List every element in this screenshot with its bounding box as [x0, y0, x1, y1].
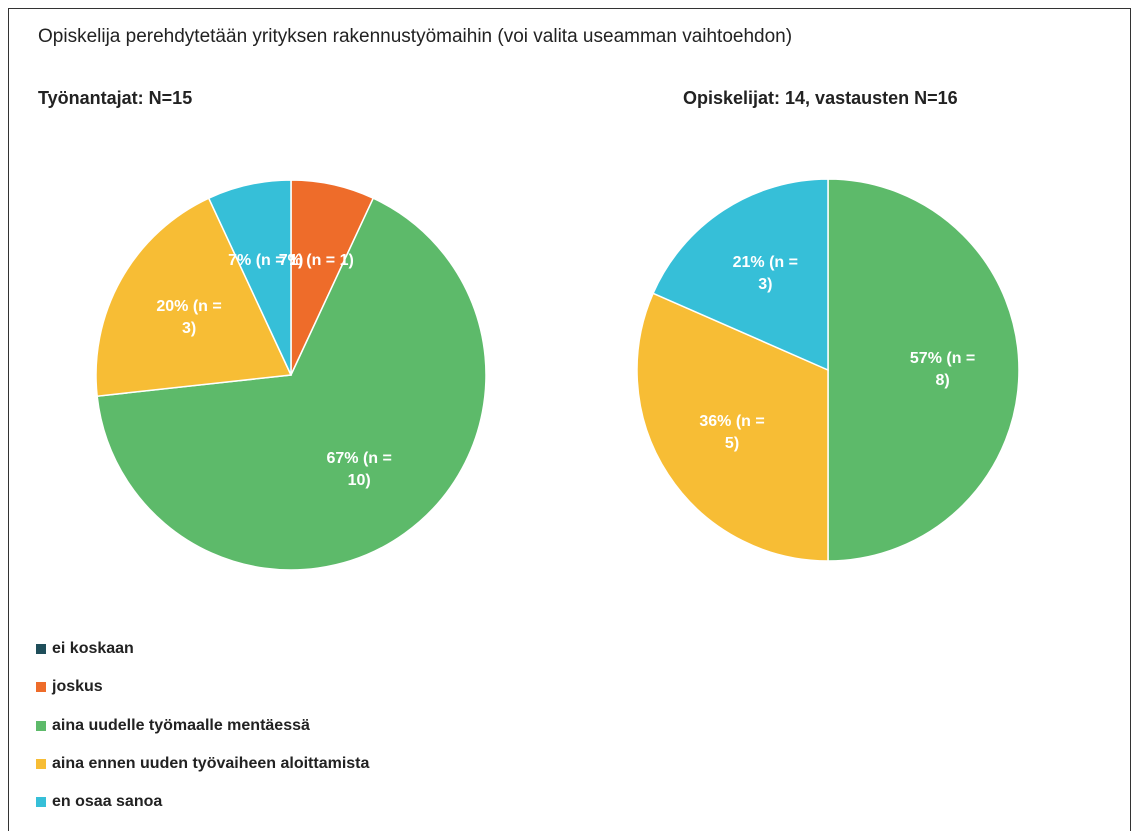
legend-swatch — [36, 797, 46, 808]
pie-slice — [207, 179, 292, 376]
data-label: 57% (n = 8) — [909, 350, 976, 389]
legend-item: joskus — [36, 678, 103, 696]
legend-label: aina uudelle työmaalle mentäessä — [52, 716, 310, 734]
data-label: 20% (n = 3) — [156, 297, 222, 337]
legend-item: aina uudelle työmaalle mentäessä — [36, 717, 310, 735]
pie-slice — [636, 292, 829, 562]
legend-item: en osaa sanoa — [36, 793, 162, 811]
legend-item: aina ennen uuden työvaiheen aloittamista — [36, 755, 369, 773]
pie-slice — [95, 197, 293, 398]
pie-title: Opiskelijat: 14, vastausten N=16 — [683, 88, 958, 108]
data-label: 7% (n = 1) — [278, 251, 354, 269]
pie-slice — [827, 178, 1020, 562]
legend-swatch — [36, 758, 46, 769]
legend-label: joskus — [52, 678, 103, 696]
legend-label: en osaa sanoa — [52, 793, 163, 811]
pie-title: Työnantajat: N=15 — [38, 88, 193, 108]
data-label: 21% (n = 3) — [732, 254, 798, 294]
frame — [8, 8, 1131, 831]
main-title: Opiskelija perehdytetään yrityksen raken… — [38, 26, 793, 47]
legend-swatch — [36, 682, 46, 693]
pie-slice — [652, 178, 829, 372]
pie-slice — [96, 197, 487, 571]
legend-swatch — [36, 720, 46, 731]
legend-label: aina ennen uuden työvaiheen aloittamista — [52, 754, 370, 772]
data-label: 7% (n = 1) — [228, 251, 304, 269]
data-label: 36% (n = 5) — [699, 412, 765, 452]
legend-item: ei koskaan — [36, 640, 134, 658]
legend-swatch — [36, 644, 46, 654]
data-label: 67% (n = 10) — [326, 450, 392, 490]
legend-label: ei koskaan — [52, 640, 134, 657]
